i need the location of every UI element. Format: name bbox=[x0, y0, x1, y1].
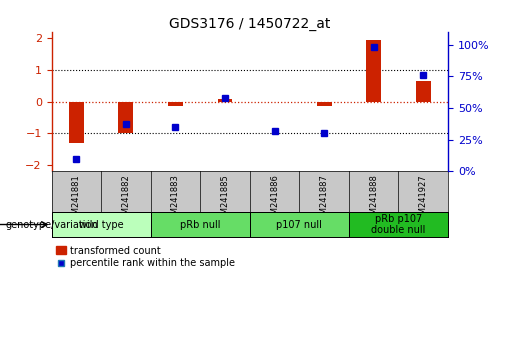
Text: GSM241885: GSM241885 bbox=[220, 175, 230, 225]
Bar bbox=[150, 212, 250, 237]
Title: GDS3176 / 1450722_at: GDS3176 / 1450722_at bbox=[169, 17, 331, 31]
Bar bbox=[366, 40, 381, 102]
Text: pRb null: pRb null bbox=[180, 219, 220, 229]
Bar bbox=[416, 81, 431, 102]
Text: GSM241927: GSM241927 bbox=[419, 175, 428, 225]
Text: p107 null: p107 null bbox=[277, 219, 322, 229]
Bar bbox=[317, 102, 332, 106]
Bar bbox=[52, 212, 150, 237]
Text: GSM241887: GSM241887 bbox=[320, 175, 329, 225]
Bar bbox=[250, 212, 349, 237]
Text: GSM241888: GSM241888 bbox=[369, 175, 378, 225]
Legend: transformed count, percentile rank within the sample: transformed count, percentile rank withi… bbox=[56, 246, 235, 268]
Bar bbox=[168, 102, 183, 106]
Text: pRb p107
double null: pRb p107 double null bbox=[371, 214, 426, 235]
Text: GSM241886: GSM241886 bbox=[270, 175, 279, 225]
Bar bbox=[69, 102, 84, 143]
Text: wild type: wild type bbox=[79, 219, 124, 229]
Bar bbox=[118, 102, 133, 133]
Bar bbox=[349, 212, 448, 237]
Text: GSM241882: GSM241882 bbox=[122, 175, 130, 225]
Text: GSM241881: GSM241881 bbox=[72, 175, 81, 225]
Text: GSM241883: GSM241883 bbox=[171, 175, 180, 225]
Text: genotype/variation: genotype/variation bbox=[5, 219, 98, 229]
Bar bbox=[217, 99, 232, 102]
